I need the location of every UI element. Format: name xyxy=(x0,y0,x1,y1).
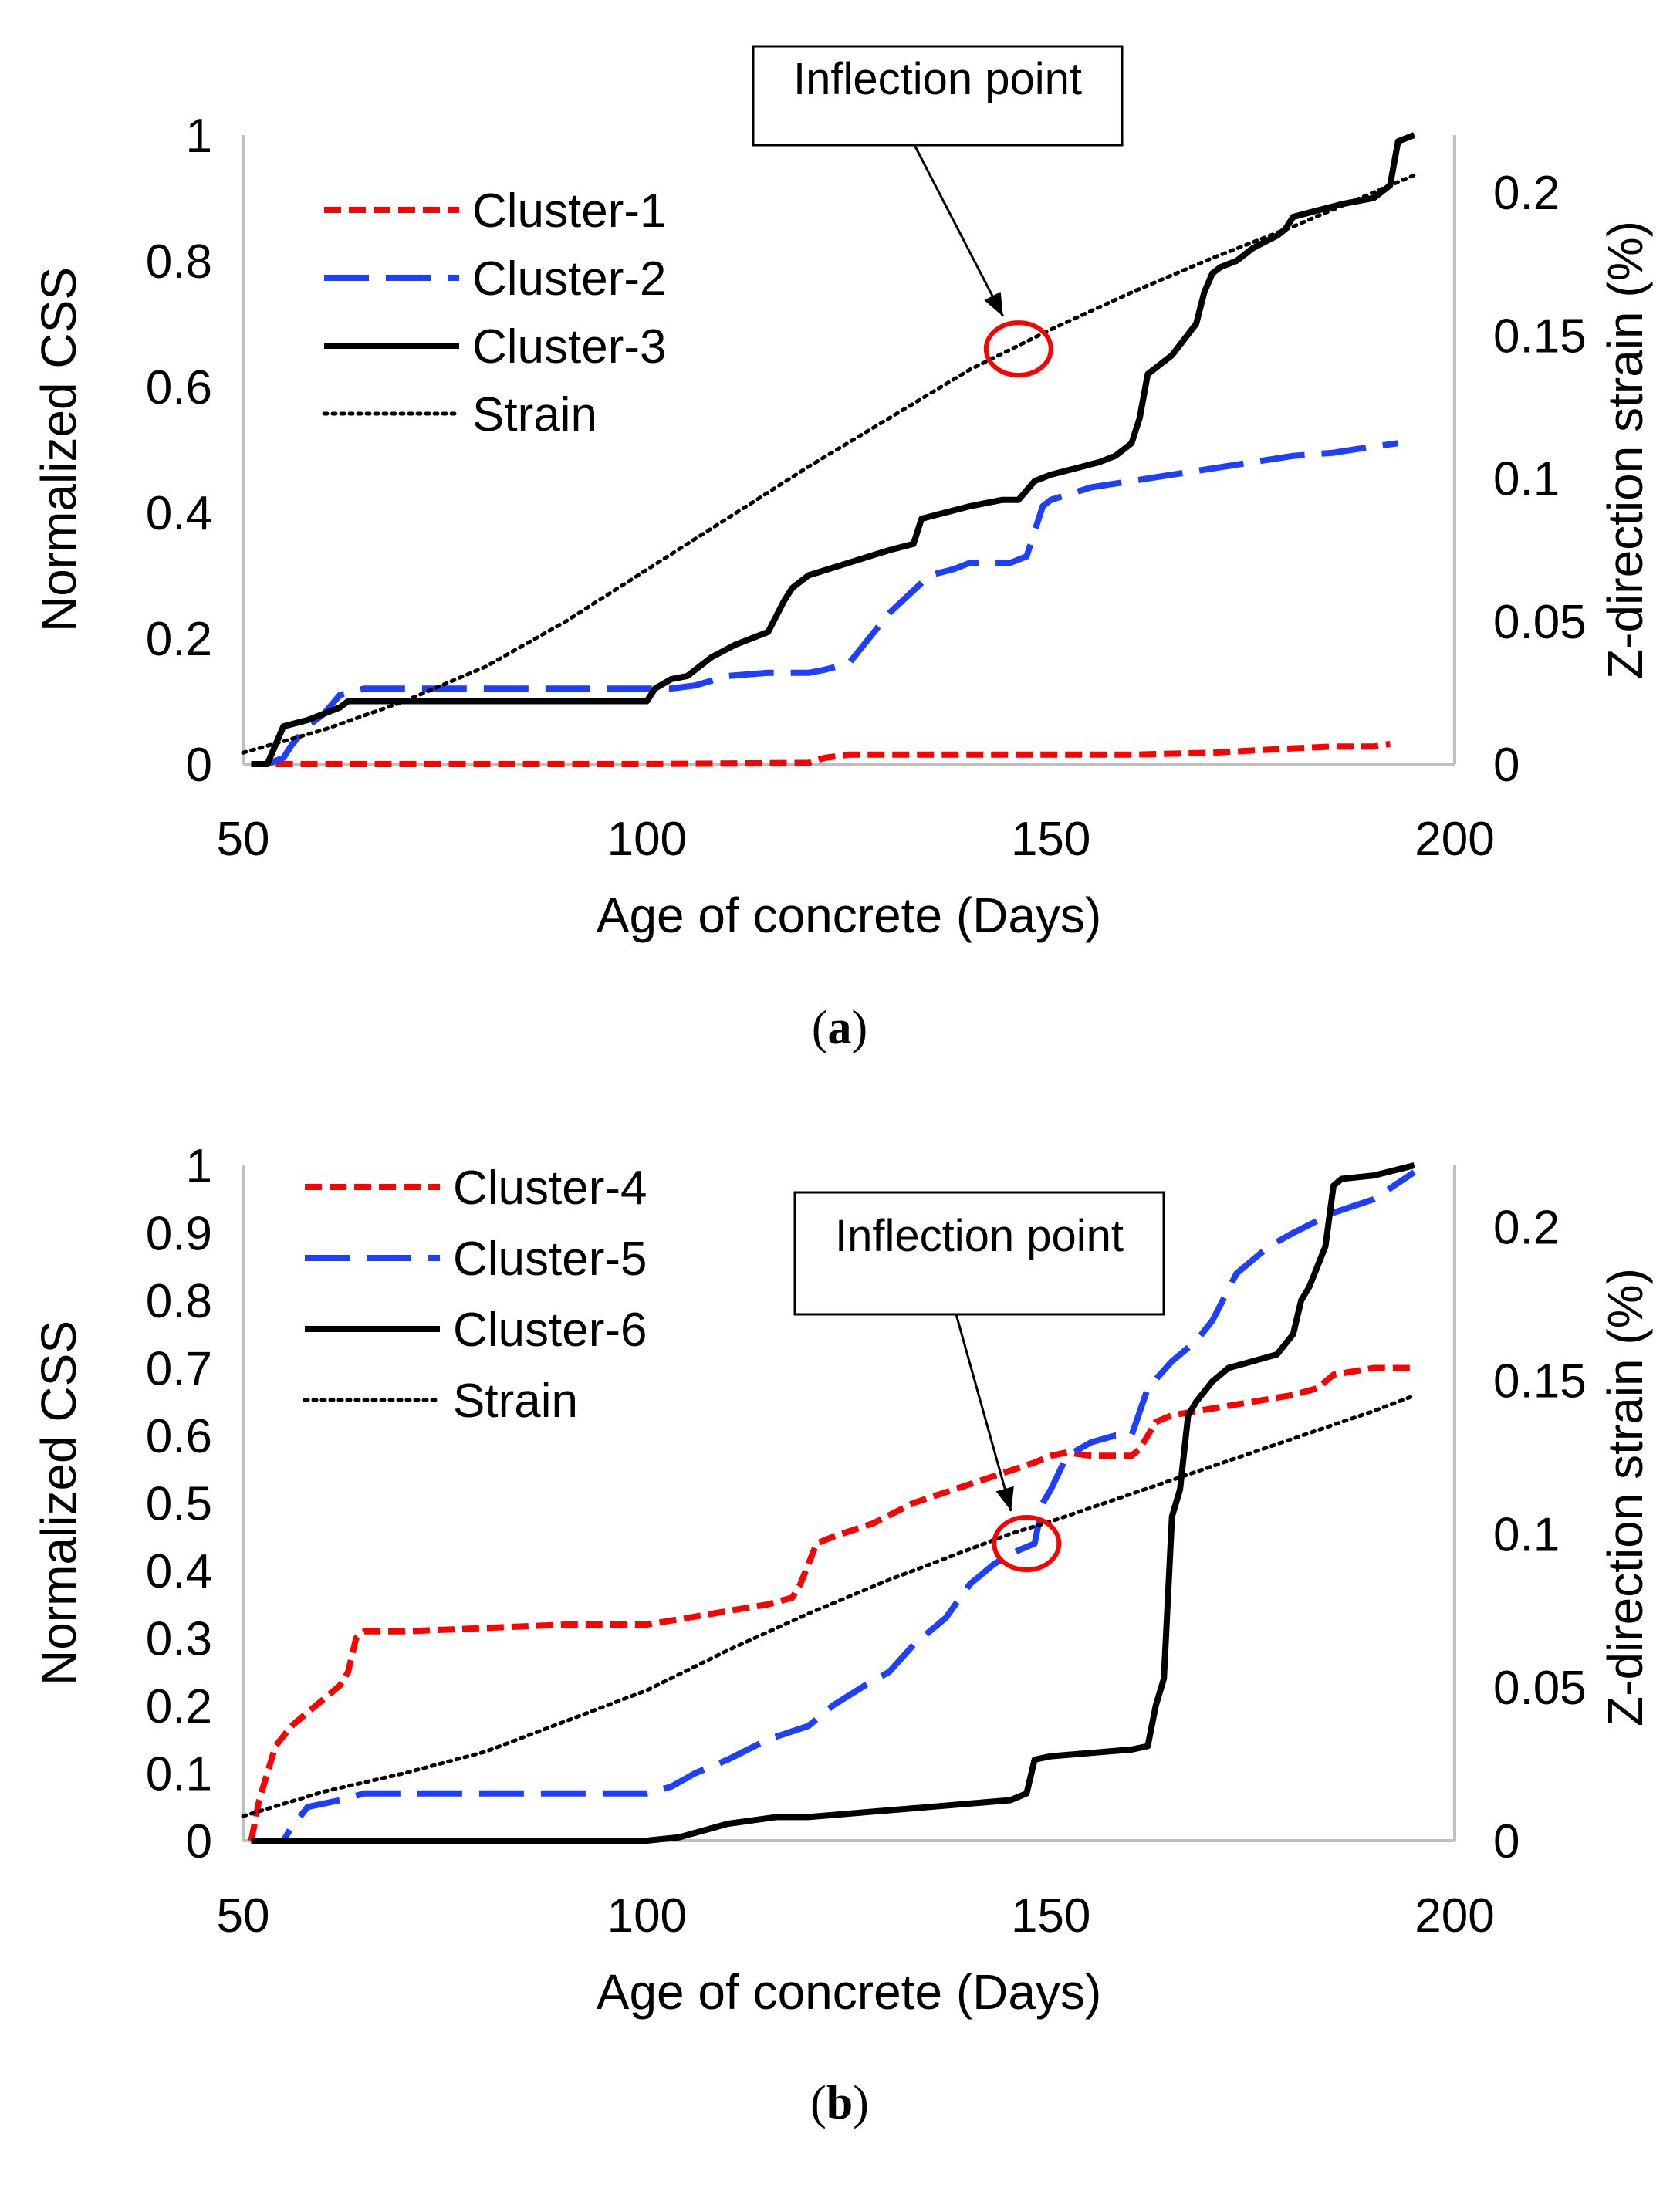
caption-open-paren: ( xyxy=(812,1002,828,1054)
y-tick-label: 0.1 xyxy=(146,1748,212,1801)
inflection-circle xyxy=(983,320,1053,378)
legend-label: Strain xyxy=(472,388,597,441)
x-tick-label: 200 xyxy=(1415,1889,1494,1943)
y-axis-title: Normalized CSS xyxy=(31,1320,86,1686)
series-line-strain xyxy=(241,173,1417,755)
y2-tick-label: 0.2 xyxy=(1493,1202,1560,1255)
annotation-arrow-line xyxy=(955,1314,1012,1512)
y-tick-label: 0.4 xyxy=(146,1545,212,1598)
y2-tick-label: 0.2 xyxy=(1493,167,1560,220)
x-tick-label: 50 xyxy=(217,813,270,866)
series-line-cluster-3 xyxy=(251,132,1416,767)
y-axis-title: Normalized CSS xyxy=(31,267,86,632)
series-line-cluster-6 xyxy=(251,1162,1415,1844)
y2-tick-label: 0.05 xyxy=(1493,1662,1587,1715)
y-tick-label: 0.8 xyxy=(146,1275,212,1328)
legend-label: Cluster-6 xyxy=(453,1304,647,1357)
annotation-box xyxy=(793,1191,1165,1316)
y-tick-label: 0.2 xyxy=(146,1680,212,1733)
y2-axis-title: Z-direction strain (%) xyxy=(1597,221,1653,679)
x-axis-title: Age of concrete (Days) xyxy=(597,888,1102,943)
caption-label: a xyxy=(828,1002,852,1054)
y-tick-label: 0.7 xyxy=(146,1343,212,1396)
y-tick-label: 0 xyxy=(186,1815,212,1868)
x-tick-label: 100 xyxy=(607,1889,687,1943)
x-tick-label: 150 xyxy=(1011,813,1090,866)
series-line-strain xyxy=(241,1393,1417,1818)
x-tick-label: 50 xyxy=(217,1889,270,1943)
y2-tick-label: 0.15 xyxy=(1493,309,1587,363)
panel-caption: (a) xyxy=(812,1002,867,1054)
series-line-cluster-2 xyxy=(265,440,1399,767)
legend-label: Strain xyxy=(453,1375,578,1428)
y-tick-label: 0 xyxy=(186,739,212,792)
y-tick-label: 0.4 xyxy=(146,487,212,540)
chart-panel-a: 50 100 150 200 0 0.2 0.4 0.6 0.8 1 0 0.05 0.1 0.15 0.2… xyxy=(31,45,1653,1054)
y-tick-label: 0.9 xyxy=(146,1208,212,1261)
y2-tick-label: 0.15 xyxy=(1493,1354,1587,1408)
y-tick-label: 0.6 xyxy=(146,1410,212,1463)
chart-panel-b: 50 100 150 200 0 0.1 0.2 0.3 0.4 0.5 0.6 0.7 0.8 0.9 1… xyxy=(31,1140,1653,2129)
annotation-label: Inflection point xyxy=(793,54,1082,104)
y-tick-label: 0.6 xyxy=(146,361,212,414)
legend-label: Cluster-5 xyxy=(453,1233,647,1286)
legend-label: Cluster-2 xyxy=(472,252,667,306)
y2-tick-label: 0.1 xyxy=(1493,453,1560,506)
annotation-arrowhead xyxy=(984,291,1003,317)
series-line-cluster-4 xyxy=(248,1364,1415,1841)
y-tick-label: 0.8 xyxy=(146,235,212,289)
annotation-box xyxy=(752,45,1124,147)
y2-tick-label: 0.05 xyxy=(1493,596,1587,649)
panel-caption: (b) xyxy=(810,2077,869,2129)
x-tick-label: 150 xyxy=(1011,1889,1090,1943)
legend-label: Cluster-3 xyxy=(472,320,667,374)
y2-tick-label: 0 xyxy=(1493,1815,1519,1868)
x-tick-label: 200 xyxy=(1415,813,1494,866)
inflection-circle xyxy=(992,1515,1062,1572)
caption-label: b xyxy=(826,2077,853,2129)
series-line-cluster-1 xyxy=(251,740,1391,767)
y2-tick-label: 0.1 xyxy=(1493,1508,1560,1561)
series-line-cluster-5 xyxy=(251,1169,1416,1844)
y-tick-label: 1 xyxy=(186,110,212,163)
x-tick-label: 100 xyxy=(607,813,687,866)
caption-close-paren: ) xyxy=(853,2077,869,2129)
caption-close-paren: ) xyxy=(852,1002,868,1054)
legend-label: Cluster-4 xyxy=(453,1162,647,1215)
legend-label: Cluster-1 xyxy=(472,184,667,238)
annotation-arrowhead xyxy=(995,1486,1014,1511)
y2-tick-label: 0 xyxy=(1493,739,1519,792)
y-tick-label: 0.3 xyxy=(146,1613,212,1666)
caption-open-paren: ( xyxy=(810,2077,826,2129)
y-tick-label: 1 xyxy=(186,1140,212,1193)
annotation-arrow-line xyxy=(913,144,1005,317)
y-tick-label: 0.2 xyxy=(146,613,212,666)
x-axis-title: Age of concrete (Days) xyxy=(597,1964,1102,2020)
y-tick-label: 0.5 xyxy=(146,1478,212,1531)
y2-axis-title: Z-direction strain (%) xyxy=(1597,1268,1653,1726)
annotation-label: Inflection point xyxy=(835,1211,1124,1261)
